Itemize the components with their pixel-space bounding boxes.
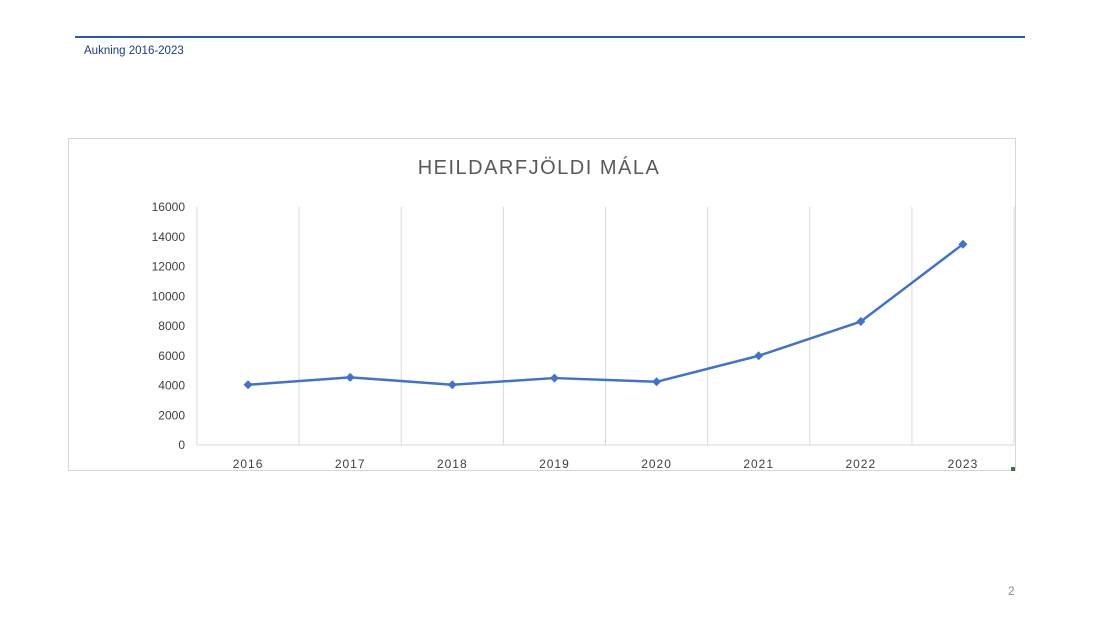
x-tick-label: 2017 [335, 457, 366, 471]
y-tick-label: 4000 [158, 379, 185, 393]
y-tick-label: 8000 [158, 319, 185, 333]
y-tick-label: 12000 [152, 260, 186, 274]
series-line [247, 243, 964, 387]
y-tick-label: 0 [178, 438, 185, 452]
data-point-marker [549, 373, 559, 383]
y-tick-label: 14000 [152, 230, 186, 244]
top-rule [75, 36, 1025, 38]
x-tick-label: 2022 [845, 457, 876, 471]
corner-marker [1011, 467, 1015, 471]
data-point-marker [345, 372, 355, 382]
y-tick-label: 2000 [158, 408, 185, 422]
line-chart: HEILDARFJÖLDI MÁLA 0 2000 4000 6000 8000 1000… [152, 156, 1015, 471]
x-tick-label: 2020 [641, 457, 672, 471]
y-tick-label: 10000 [152, 289, 186, 303]
chart-title: HEILDARFJÖLDI MÁLA [418, 156, 661, 179]
x-tick-label: 2021 [743, 457, 774, 471]
data-point-marker [243, 380, 253, 390]
x-tick-label: 2018 [437, 457, 468, 471]
x-tick-label: 2019 [539, 457, 570, 471]
data-point-marker [652, 377, 662, 387]
data-point-marker [447, 380, 457, 390]
data-point-marker [958, 239, 968, 249]
slide-subtitle: Aukning 2016-2023 [84, 45, 184, 57]
y-tick-label: 6000 [158, 349, 185, 363]
page-number: 2 [1008, 584, 1015, 598]
chart-frame: HEILDARFJÖLDI MÁLA 0 2000 4000 6000 8000 1000… [68, 138, 1016, 471]
data-point-marker [754, 351, 764, 361]
x-tick-label: 2023 [948, 457, 979, 471]
data-point-marker [856, 317, 866, 327]
x-tick-label: 2016 [233, 457, 264, 471]
y-tick-label: 16000 [152, 200, 186, 214]
